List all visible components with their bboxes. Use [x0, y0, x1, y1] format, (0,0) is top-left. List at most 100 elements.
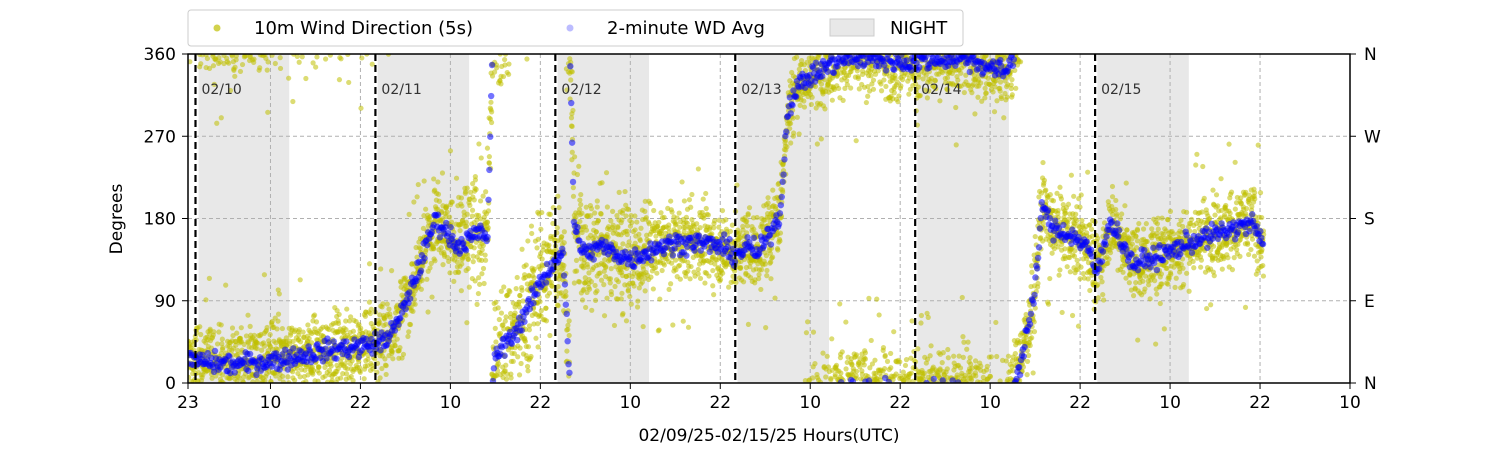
wind-5s-point-309 [255, 340, 261, 346]
wind-5s-point-1410 [502, 318, 508, 324]
wind-5s-point-4049 [1095, 295, 1101, 301]
wind-5s-point-3057 [872, 71, 879, 77]
wind-5s-point-1915 [615, 279, 621, 285]
wind-5s-point-4059 [1098, 274, 1104, 281]
wind-5s-point-1518 [526, 323, 533, 329]
wind-5s-point-3293 [925, 314, 931, 320]
wind-5s-point-1768 [583, 304, 589, 311]
wind-5s-point-2270 [695, 271, 701, 277]
wind-5s-point-3668 [1009, 92, 1015, 98]
wind-5s-point-2225 [685, 268, 691, 274]
wind-5s-point-1643 [554, 225, 560, 231]
wind-5s-point-3017 [863, 99, 869, 106]
wind-5s-point-243 [239, 61, 246, 68]
wind-5s-point-1592 [543, 286, 549, 292]
wind-5s-point-2708 [794, 54, 800, 60]
wind-5s-point-2743 [801, 104, 808, 110]
wind-5s-point-1881 [608, 218, 614, 224]
wind-5s-point-2095 [656, 219, 662, 225]
wind-5s-point-1935 [620, 241, 626, 247]
wind-5s-point-3555 [984, 363, 990, 369]
wind-5s-point-1318 [481, 280, 487, 287]
wind-5s-point-4657 [1232, 206, 1238, 212]
wind-5s-point-2094 [656, 327, 662, 333]
wind-5s-point-4166 [1122, 231, 1128, 237]
wind-5s-point-3597 [994, 98, 1000, 104]
wind-5s-point-190 [227, 87, 234, 94]
wind-5s-point-115 [210, 332, 216, 338]
wind-5s-point-4731 [1249, 203, 1255, 210]
wind-5s-point-1936 [620, 310, 626, 317]
wind-5s-point-2550 [758, 267, 765, 273]
wind-5s-point-1404 [501, 326, 507, 332]
wind-5s-point-3196 [903, 357, 910, 363]
wind-5s-point-1325 [482, 257, 489, 263]
wind-5s-point-296 [251, 332, 257, 338]
wind-5s-point-2988 [857, 364, 863, 370]
wind-5s-point-2624 [775, 247, 781, 253]
wind-5s-point-2314 [705, 212, 711, 218]
wind-5s-point-3025 [865, 83, 871, 90]
wind-5s-point-3157 [895, 99, 901, 105]
wind-5s-point-1742 [577, 206, 583, 212]
wind-5s-point-2484 [744, 218, 750, 224]
wind-5s-point-1393 [498, 81, 504, 87]
wind-5s-point-1023 [415, 181, 421, 188]
wind-5s-point-249 [241, 341, 247, 348]
wind-5s-point-3515 [975, 94, 981, 100]
wind-5s-point-2344 [712, 261, 718, 267]
wind-5s-point-1298 [477, 281, 483, 287]
wind-5s-point-1093 [431, 176, 437, 182]
wind-5s-point-4223 [1134, 227, 1141, 233]
wind-5s-point-2300 [702, 251, 708, 257]
wind-5s-point-1285 [474, 301, 480, 307]
wind-5s-point-496 [296, 59, 302, 65]
wind-5s-point-1100 [432, 258, 438, 264]
wind-5s-point-3272 [920, 76, 926, 82]
wind-5s-point-3124 [888, 350, 894, 357]
wind-5s-point-236 [237, 68, 244, 75]
wind-5s-point-1784 [586, 270, 592, 276]
wind-5s-point-4153 [1119, 211, 1125, 217]
wind-5s-point-1390 [497, 330, 504, 336]
wind-5s-point-4372 [1168, 271, 1174, 277]
wind-5s-point-3560 [985, 75, 991, 81]
wind-5s-point-3128 [888, 365, 894, 371]
wind-5s-point-404 [275, 311, 282, 317]
wind-5s-point-3215 [907, 86, 913, 92]
wind-5s-point-1714 [570, 185, 576, 191]
wind-5s-point-2224 [685, 259, 691, 266]
wind-5s-point-1182 [451, 278, 457, 284]
wind-5s-point-1173 [448, 219, 455, 225]
wind-5s-point-3961 [1076, 196, 1082, 202]
wind-5s-point-4018 [1088, 226, 1095, 232]
wind-5s-point-3942 [1071, 253, 1078, 259]
wind-5s-point-445 [285, 374, 291, 380]
wind-5s-point-4020 [1089, 233, 1095, 239]
wind-5s-point-1418 [503, 376, 510, 382]
wind-5s-point-4314 [1155, 215, 1161, 221]
wind-5s-point-632 [326, 367, 333, 373]
wind-5s-point-237 [238, 325, 244, 331]
wind-5s-point-1841 [598, 277, 605, 283]
wind-5s-point-4328 [1158, 235, 1164, 241]
wind-5s-point-1269 [470, 253, 476, 259]
wind-5s-point-2547 [758, 286, 764, 293]
wind-5s-point-4478 [1192, 228, 1198, 235]
wind-5s-point-3458 [962, 372, 968, 378]
wind-5s-point-4170 [1123, 275, 1129, 281]
wind-5s-point-1794 [588, 206, 595, 212]
wind-5s-point-702 [343, 318, 349, 324]
wind-5s-point-1878 [607, 276, 614, 282]
wind-5s-point-1556 [535, 321, 541, 327]
wind-5s-point-737 [350, 377, 356, 383]
wind-5s-point-108 [209, 375, 215, 381]
wind-5s-point-10 [188, 59, 193, 65]
wind-5s-point-2145 [668, 281, 674, 287]
wind-5s-point-2240 [688, 263, 694, 270]
wind-5s-point-3095 [880, 345, 887, 351]
wind-5s-point-1623 [550, 220, 556, 227]
wind-5s-point-1506 [524, 56, 530, 62]
wind-5s-point-725 [347, 314, 354, 320]
wind-5s-point-3287 [924, 310, 930, 316]
